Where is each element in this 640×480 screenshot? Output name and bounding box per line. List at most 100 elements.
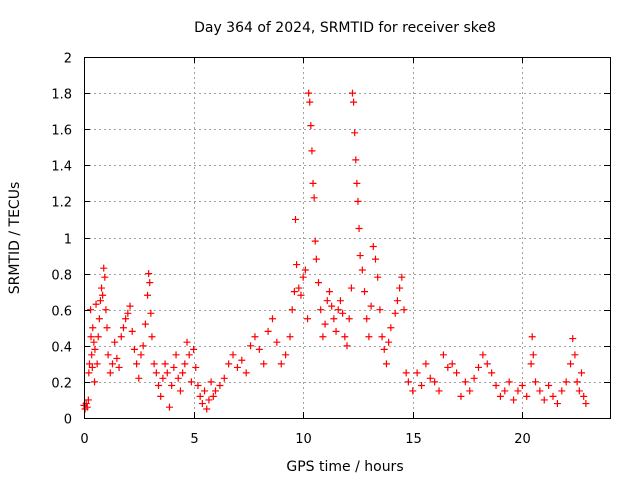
data-point-marker: [315, 279, 323, 287]
data-point-marker: [518, 382, 526, 390]
data-point-marker: [369, 243, 377, 251]
data-point-marker: [343, 342, 351, 350]
x-tick-label: 10: [295, 432, 312, 447]
data-point-marker: [444, 363, 452, 371]
data-point-marker: [431, 378, 439, 386]
data-point-marker: [413, 369, 421, 377]
y-tick-label: 0.2: [51, 377, 72, 392]
data-point-marker: [101, 273, 109, 281]
data-point-marker: [299, 273, 307, 281]
data-point-marker: [398, 273, 406, 281]
x-tick-label: 5: [190, 432, 198, 447]
axis-ticks: 0 5 10 15 20 0 0.2 0.4 0.6 0.8 1 1.2 1.4 1.6 1.8 2: [51, 52, 610, 447]
data-point-marker: [264, 327, 272, 335]
data-point-marker: [128, 327, 136, 335]
data-point-marker: [301, 266, 309, 274]
data-point-marker: [352, 156, 360, 164]
data-point-marker: [238, 356, 246, 364]
data-point-marker: [117, 333, 125, 341]
data-point-marker: [268, 315, 276, 323]
data-point-marker: [567, 360, 575, 368]
data-point-marker: [312, 255, 320, 263]
data-point-marker: [174, 374, 182, 382]
data-point-marker: [470, 374, 478, 382]
data-point-marker: [341, 333, 349, 341]
data-point-marker: [387, 324, 395, 332]
data-point-marker: [93, 360, 101, 368]
data-point-marker: [95, 315, 103, 323]
data-point-marker: [89, 324, 97, 332]
data-point-marker: [523, 392, 531, 400]
data-point-marker: [569, 335, 577, 343]
data-point-marker: [376, 306, 384, 314]
data-point-marker: [492, 382, 500, 390]
data-point-marker: [358, 266, 366, 274]
data-point-marker: [163, 369, 171, 377]
data-point-marker: [483, 360, 491, 368]
data-point-marker: [323, 297, 331, 305]
data-point-marker: [365, 333, 373, 341]
data-point-marker: [371, 255, 379, 263]
data-point-marker: [540, 396, 548, 404]
data-point-marker: [273, 338, 281, 346]
data-point-marker: [146, 279, 154, 287]
data-point-marker: [400, 306, 408, 314]
data-point-marker: [353, 179, 361, 187]
data-point-marker: [185, 351, 193, 359]
data-point-marker: [295, 284, 303, 292]
data-point-marker: [558, 387, 566, 395]
data-point-marker: [396, 284, 404, 292]
data-point-marker: [531, 378, 539, 386]
data-point-marker: [282, 351, 290, 359]
data-point-marker: [90, 338, 98, 346]
chart-title: Day 364 of 2024, SRMTID for receiver ske…: [194, 20, 496, 36]
data-point-marker: [404, 378, 412, 386]
data-point-marker: [91, 378, 99, 386]
data-point-marker: [251, 333, 259, 341]
data-point-marker: [311, 237, 319, 245]
data-point-marker: [172, 351, 180, 359]
data-point-marker: [225, 360, 233, 368]
data-point-marker: [196, 392, 204, 400]
data-point-marker: [198, 400, 206, 408]
y-axis-label: SRMTID / TECUs: [7, 182, 23, 295]
data-point-marker: [209, 392, 217, 400]
data-point-marker: [453, 369, 461, 377]
data-point-marker: [155, 382, 163, 390]
data-point-marker: [99, 291, 107, 299]
data-point-marker: [126, 302, 134, 310]
data-point-marker: [317, 306, 325, 314]
data-point-marker: [529, 351, 537, 359]
data-point-marker: [510, 396, 518, 404]
y-tick-label: 0.4: [51, 341, 72, 356]
data-point-marker: [356, 252, 364, 260]
data-point-marker: [91, 345, 99, 353]
data-point-marker: [152, 369, 160, 377]
data-point-marker: [306, 98, 314, 106]
data-point-marker: [288, 306, 296, 314]
data-point-marker: [104, 351, 112, 359]
data-point-marker: [290, 288, 298, 296]
y-tick-label: 2: [64, 52, 72, 67]
data-point-marker: [159, 374, 167, 382]
data-point-marker: [488, 369, 496, 377]
data-point-marker: [461, 378, 469, 386]
data-point-marker: [203, 405, 211, 413]
x-axis-label: GPS time / hours: [286, 459, 403, 475]
data-point-marker: [229, 351, 237, 359]
data-point-marker: [157, 392, 165, 400]
data-point-marker: [96, 297, 104, 305]
data-point-marker: [479, 351, 487, 359]
data-point-marker: [439, 351, 447, 359]
y-tick-label: 0.6: [51, 305, 72, 320]
data-point-marker: [145, 270, 153, 278]
data-point-marker: [87, 333, 95, 341]
data-point-marker: [385, 338, 393, 346]
data-point-marker: [378, 333, 386, 341]
data-point-marker: [187, 378, 195, 386]
data-point-marker: [88, 351, 96, 359]
data-point-marker: [148, 333, 156, 341]
data-point-marker: [115, 363, 123, 371]
data-point-marker: [575, 387, 583, 395]
